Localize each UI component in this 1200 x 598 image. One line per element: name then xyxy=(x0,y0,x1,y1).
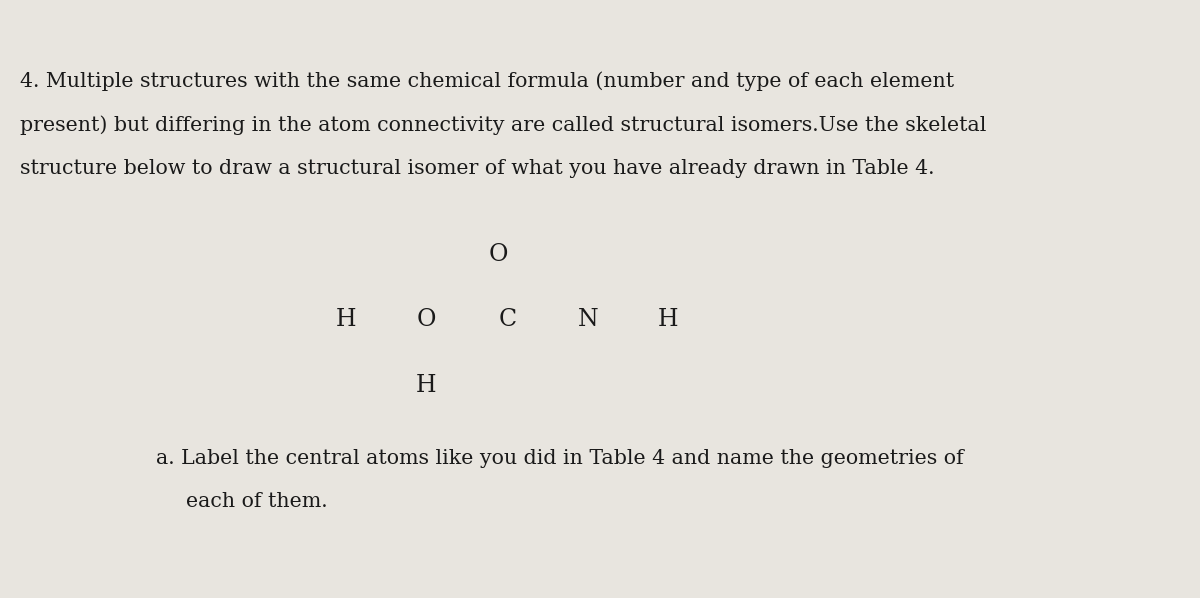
Text: 4. Multiple structures with the same chemical formula (number and type of each e: 4. Multiple structures with the same che… xyxy=(20,72,954,91)
Text: H: H xyxy=(415,374,437,397)
Text: each of them.: each of them. xyxy=(186,492,328,511)
Text: O: O xyxy=(488,243,508,266)
Text: present) but differing in the atom connectivity are called structural isomers.Us: present) but differing in the atom conne… xyxy=(20,115,986,135)
Text: C: C xyxy=(498,309,517,331)
Text: H: H xyxy=(658,309,679,331)
Text: structure below to draw a structural isomer of what you have already drawn in Ta: structure below to draw a structural iso… xyxy=(20,159,935,178)
Text: H: H xyxy=(335,309,356,331)
Text: N: N xyxy=(577,309,599,331)
Text: O: O xyxy=(416,309,436,331)
Text: a. Label the central atoms like you did in Table 4 and name the geometries of: a. Label the central atoms like you did … xyxy=(156,448,964,468)
